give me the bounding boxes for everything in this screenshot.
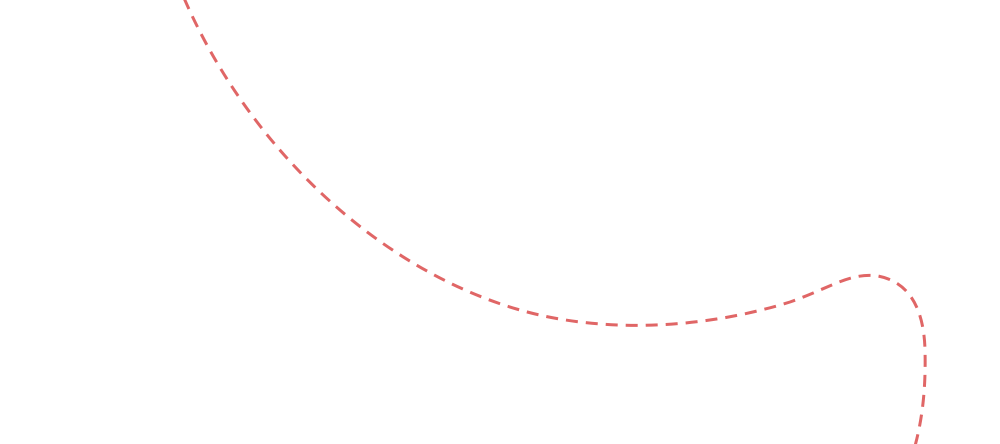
dashed-curve-path [183, 0, 927, 444]
